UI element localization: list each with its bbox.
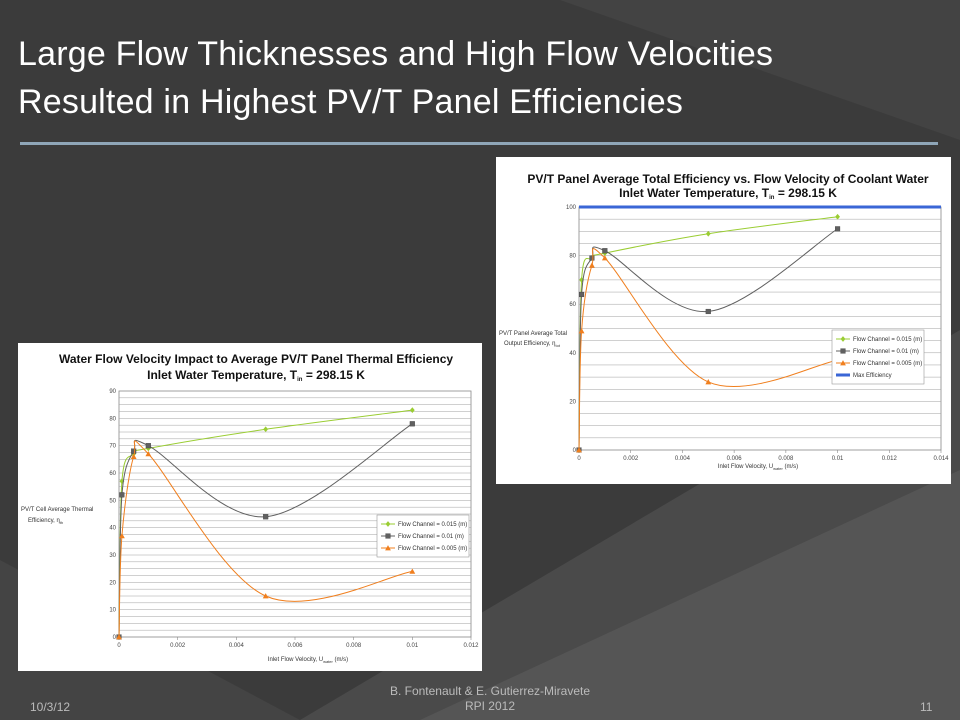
x-tick-label: 0.01 [406,643,418,649]
chart-title-line-2: Inlet Water Temperature, Tin = 298.15 K [619,186,837,201]
chart-title-line-1: PV/T Panel Average Total Efficiency vs. … [527,172,929,186]
legend-marker [385,545,391,551]
footer-date: 10/3/12 [30,700,71,714]
data-point [130,453,137,459]
data-point [601,255,608,261]
legend-marker [385,521,391,527]
data-point [263,426,269,433]
y-tick-label: 20 [569,399,576,405]
y-tick-label: 70 [109,444,116,450]
legend-marker [385,533,391,539]
chart-title-line-2: Inlet Water Temperature, Tin = 298.15 K [147,368,365,383]
x-tick-label: 0.004 [229,643,245,649]
y-axis-label-line-1: PV/T Cell Average Thermal [21,507,93,513]
y-tick-label: 20 [109,580,116,586]
y-axis-label-line-2: Efficiency, ηth [28,518,63,525]
x-tick-label: 0.012 [882,456,898,462]
y-tick-label: 40 [109,526,116,532]
y-tick-label: 0 [113,635,117,641]
x-tick-label: 0 [117,643,121,649]
y-tick-label: 30 [109,553,116,559]
data-point [705,230,711,237]
legend-entry: Flow Channel = 0.01 (m) [853,349,919,355]
x-axis-label: Inlet Flow Velocity, Uwater (m/s) [268,657,348,664]
legend-entry: Flow Channel = 0.015 (m) [853,337,922,343]
x-tick-label: 0.006 [287,643,303,649]
data-point [263,514,269,520]
data-point [409,421,415,427]
x-tick-label: 0.014 [933,456,949,462]
y-tick-label: 60 [569,302,576,308]
legend-entry: Flow Channel = 0.01 (m) [398,534,464,540]
y-tick-label: 0 [573,448,577,454]
y-axis-label-line-1: PV/T Panel Average Total [499,331,567,337]
y-tick-label: 100 [566,205,577,211]
x-axis-label: Inlet Flow Velocity, Uwater (m/s) [718,464,798,471]
legend-entry: Flow Channel = 0.005 (m) [853,361,922,367]
data-point [578,328,585,334]
data-point [705,308,711,315]
x-tick-label: 0.006 [727,456,743,462]
title-divider [20,142,938,145]
data-point [145,450,152,457]
x-tick-label: 0.012 [463,643,479,649]
x-tick-label: 0.002 [623,456,639,462]
data-point [131,448,137,454]
y-tick-label: 10 [109,608,116,614]
legend-entry: Flow Channel = 0.015 (m) [398,522,467,528]
data-point [409,407,415,414]
footer-author-names: B. Fontenault & E. Gutierrez-Miravete [389,684,591,698]
legend-marker [840,360,846,366]
footer-page-number: 11 [920,700,933,714]
x-tick-label: 0.008 [346,643,362,649]
data-point [579,291,585,298]
data-point [705,379,712,385]
data-point [262,593,269,599]
y-axis-label-line-2: Output Efficiency, ηtot [504,341,561,348]
data-point [589,255,595,261]
data-point [602,248,608,254]
y-tick-label: 80 [109,416,116,422]
series-line-1 [118,423,413,638]
data-point [119,532,125,539]
x-tick-label: 0.008 [778,456,794,462]
legend-marker [840,348,846,354]
footer-author: B. Fontenault & E. Gutierrez-Miravete RP… [330,684,650,714]
data-point [835,226,841,232]
data-point [589,262,595,268]
total-efficiency-chart: PV/T Panel Average Total Efficiency vs. … [496,157,951,484]
data-point [409,568,416,574]
series-line-2 [118,440,413,638]
chart-title-line-1: Water Flow Velocity Impact to Average PV… [59,352,453,366]
slide-title-line-2: Resulted in Highest PV/T Panel Efficienc… [18,83,684,121]
slide-title: Large Flow Thicknesses and High Flow Vel… [18,30,948,126]
x-tick-label: 0.01 [832,456,844,462]
data-point [145,443,151,449]
x-tick-label: 0 [577,456,581,462]
footer-organization: RPI 2012 [464,699,516,713]
data-point [145,445,151,452]
data-point [835,213,840,220]
total-efficiency-chart-svg: PV/T Panel Average Total Efficiency vs. … [499,172,949,471]
y-tick-label: 90 [109,389,116,395]
data-point [119,492,125,498]
legend-entry: Max Efficiency [853,373,892,379]
thermal-efficiency-chart-svg: Water Flow Velocity Impact to Average PV… [21,352,479,664]
legend-entry: Flow Channel = 0.005 (m) [398,546,467,552]
series-line-1 [578,228,838,451]
y-tick-label: 40 [569,351,576,357]
y-tick-label: 60 [109,471,116,477]
data-point [116,634,122,640]
slide-title-line-1: Large Flow Thicknesses and High Flow Vel… [18,35,774,73]
legend-marker [840,336,846,342]
x-tick-label: 0.004 [675,456,691,462]
thermal-efficiency-chart: Water Flow Velocity Impact to Average PV… [18,343,482,671]
data-point [576,447,582,453]
y-tick-label: 50 [109,498,116,504]
series-line-2 [578,248,838,451]
x-tick-label: 0.002 [170,643,186,649]
y-tick-label: 80 [569,254,576,260]
